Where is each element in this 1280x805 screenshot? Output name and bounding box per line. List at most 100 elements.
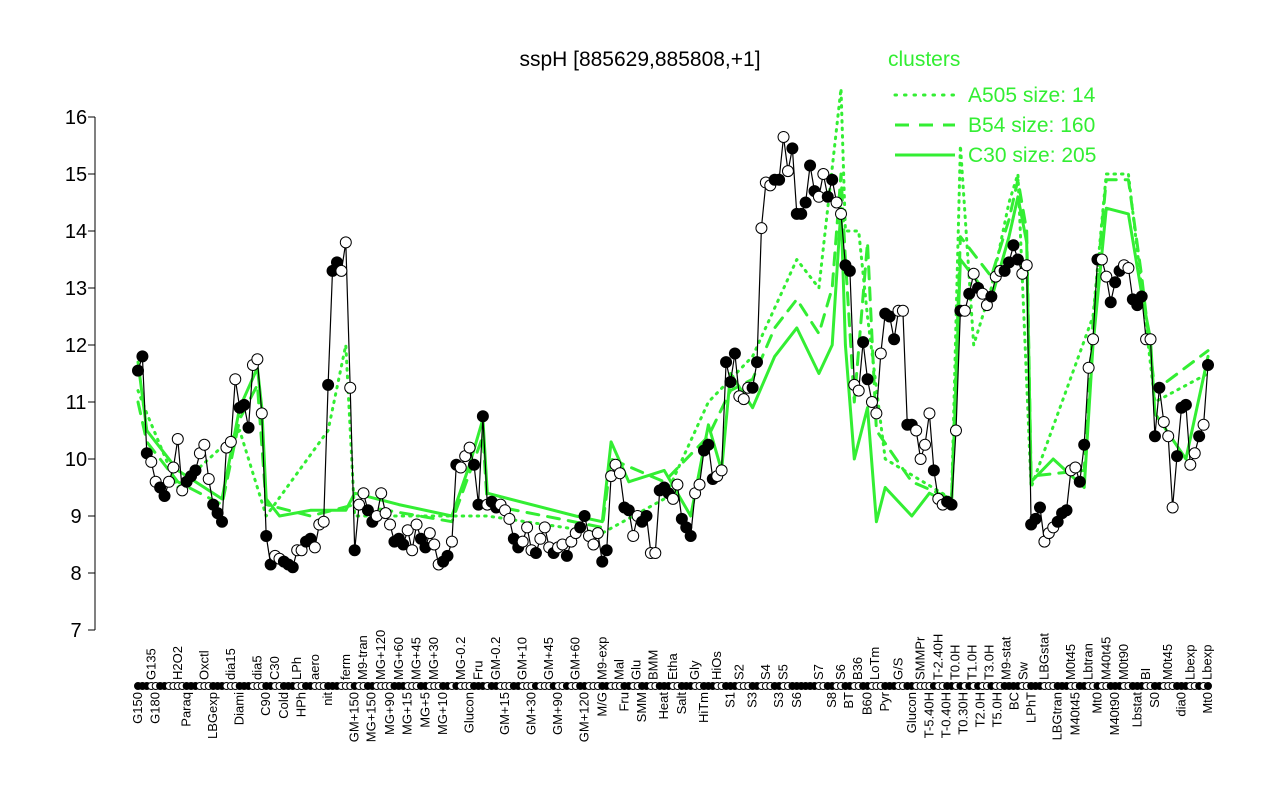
data-point xyxy=(728,347,741,360)
x-tick-label: Salt xyxy=(674,692,689,715)
data-point xyxy=(242,421,255,434)
x-tick-label: SMM xyxy=(634,692,649,722)
x-tick-label: MG+15 xyxy=(400,692,415,735)
data-point xyxy=(401,524,414,537)
data-point xyxy=(777,130,790,143)
x-tick-label: MG+90 xyxy=(382,692,397,735)
x-tick-label: S8 xyxy=(824,692,839,708)
x-tick-label: Fru xyxy=(616,692,631,712)
data-point xyxy=(720,356,733,369)
data-point xyxy=(454,461,467,474)
data-point xyxy=(1184,458,1197,471)
x-tick-label: Oxctl xyxy=(196,650,211,680)
data-point xyxy=(755,222,768,235)
data-point xyxy=(795,207,808,220)
data-point xyxy=(985,290,998,303)
x-tick-label: B60 xyxy=(860,692,875,715)
data-point xyxy=(158,490,171,503)
x-tick-label: T0.30H xyxy=(955,692,970,735)
x-tick-label: MG+150 xyxy=(364,692,379,742)
data-point xyxy=(1148,430,1161,443)
x-tick-label: S6 xyxy=(833,664,848,680)
x-tick-label: T3.0H xyxy=(981,645,996,680)
x-tick-label: GM+90 xyxy=(550,692,565,735)
legend-label-a505: A505 size: 14 xyxy=(968,84,1096,107)
x-tick-label: G150 xyxy=(130,692,145,724)
data-point xyxy=(963,287,976,300)
x-tick-label: MG+60 xyxy=(391,637,406,680)
x-tick-label: Glu xyxy=(628,660,643,680)
cluster-line-c30 xyxy=(136,195,1210,524)
data-point xyxy=(627,529,640,542)
data-point xyxy=(171,433,184,446)
data-point xyxy=(1087,333,1100,346)
x-tick-label: S0 xyxy=(1147,692,1162,708)
x-tick-label: M0t90 xyxy=(1116,644,1131,680)
data-point xyxy=(1082,361,1095,374)
x-tick-label: C30 xyxy=(267,656,282,680)
data-point xyxy=(202,472,215,485)
x-axis: G135 H2O2 Oxctl dia15 dia5 C30 LPh aero ferm M9-t… xyxy=(130,630,1215,742)
data-point xyxy=(1197,418,1210,431)
x-tick-label: Cold xyxy=(276,692,291,719)
data-point xyxy=(896,304,909,317)
data-point xyxy=(799,196,812,209)
x-tick-label: MG+30 xyxy=(426,637,441,680)
x-tick-label: T-5.40H xyxy=(921,692,936,738)
x-tick-label: BT xyxy=(841,692,856,709)
legend-label-c30: C30 size: 205 xyxy=(968,144,1096,167)
x-tick-label: BC xyxy=(1006,692,1021,710)
data-point xyxy=(945,498,958,511)
data-point xyxy=(702,438,715,451)
data-point xyxy=(821,190,834,203)
data-point xyxy=(529,547,542,560)
data-point xyxy=(737,393,750,406)
x-tick-label: GM+15 xyxy=(497,692,512,735)
data-point xyxy=(888,333,901,346)
x-tick-label: BI xyxy=(1138,668,1153,680)
data-point xyxy=(1179,398,1192,411)
data-point xyxy=(463,441,476,454)
chart-title: sspH [885629,885808,+1] xyxy=(519,48,760,71)
data-point xyxy=(843,264,856,277)
x-tick-label: M/G xyxy=(594,692,609,717)
data-point xyxy=(781,165,794,178)
data-point xyxy=(1104,296,1117,309)
data-point xyxy=(538,521,551,534)
data-point xyxy=(410,518,423,531)
data-point xyxy=(1193,430,1206,443)
y-tick-label: 15 xyxy=(65,164,87,186)
x-tick-label: Sw xyxy=(1015,661,1030,680)
data-point xyxy=(357,487,370,500)
y-tick-label: 14 xyxy=(65,221,87,243)
data-point xyxy=(162,475,175,488)
x-tick-label: G135 xyxy=(143,648,158,680)
x-tick-label: BMM xyxy=(645,650,660,680)
data-point xyxy=(835,207,848,220)
data-point xyxy=(406,544,419,557)
data-point xyxy=(335,264,348,277)
x-tick-label: M0t45 xyxy=(1063,644,1078,680)
x-tick-label: GM+150 xyxy=(347,692,362,742)
x-tick-label: S1 xyxy=(722,692,737,708)
data-point xyxy=(874,347,887,360)
x-tick-label: Mt0 xyxy=(1200,692,1215,714)
data-point xyxy=(910,424,923,437)
data-point xyxy=(817,168,830,180)
data-point xyxy=(667,492,679,505)
data-point xyxy=(1011,253,1024,266)
data-point xyxy=(348,544,361,557)
data-point xyxy=(260,529,273,542)
x-tick-label: M0t45 xyxy=(1160,644,1175,680)
x-tick-label: T-0.40H xyxy=(938,692,953,738)
x-tick-label: B36 xyxy=(850,657,865,680)
x-tick-label: dia5 xyxy=(249,655,264,680)
y-tick-label: 8 xyxy=(70,563,81,585)
data-point xyxy=(361,504,374,517)
x-tick-label: T0.0H xyxy=(947,645,962,680)
x-tick-label: Pyr xyxy=(877,691,892,711)
data-point xyxy=(861,373,874,386)
data-point xyxy=(574,521,587,534)
x-tick-label: SMMPr xyxy=(913,636,928,680)
